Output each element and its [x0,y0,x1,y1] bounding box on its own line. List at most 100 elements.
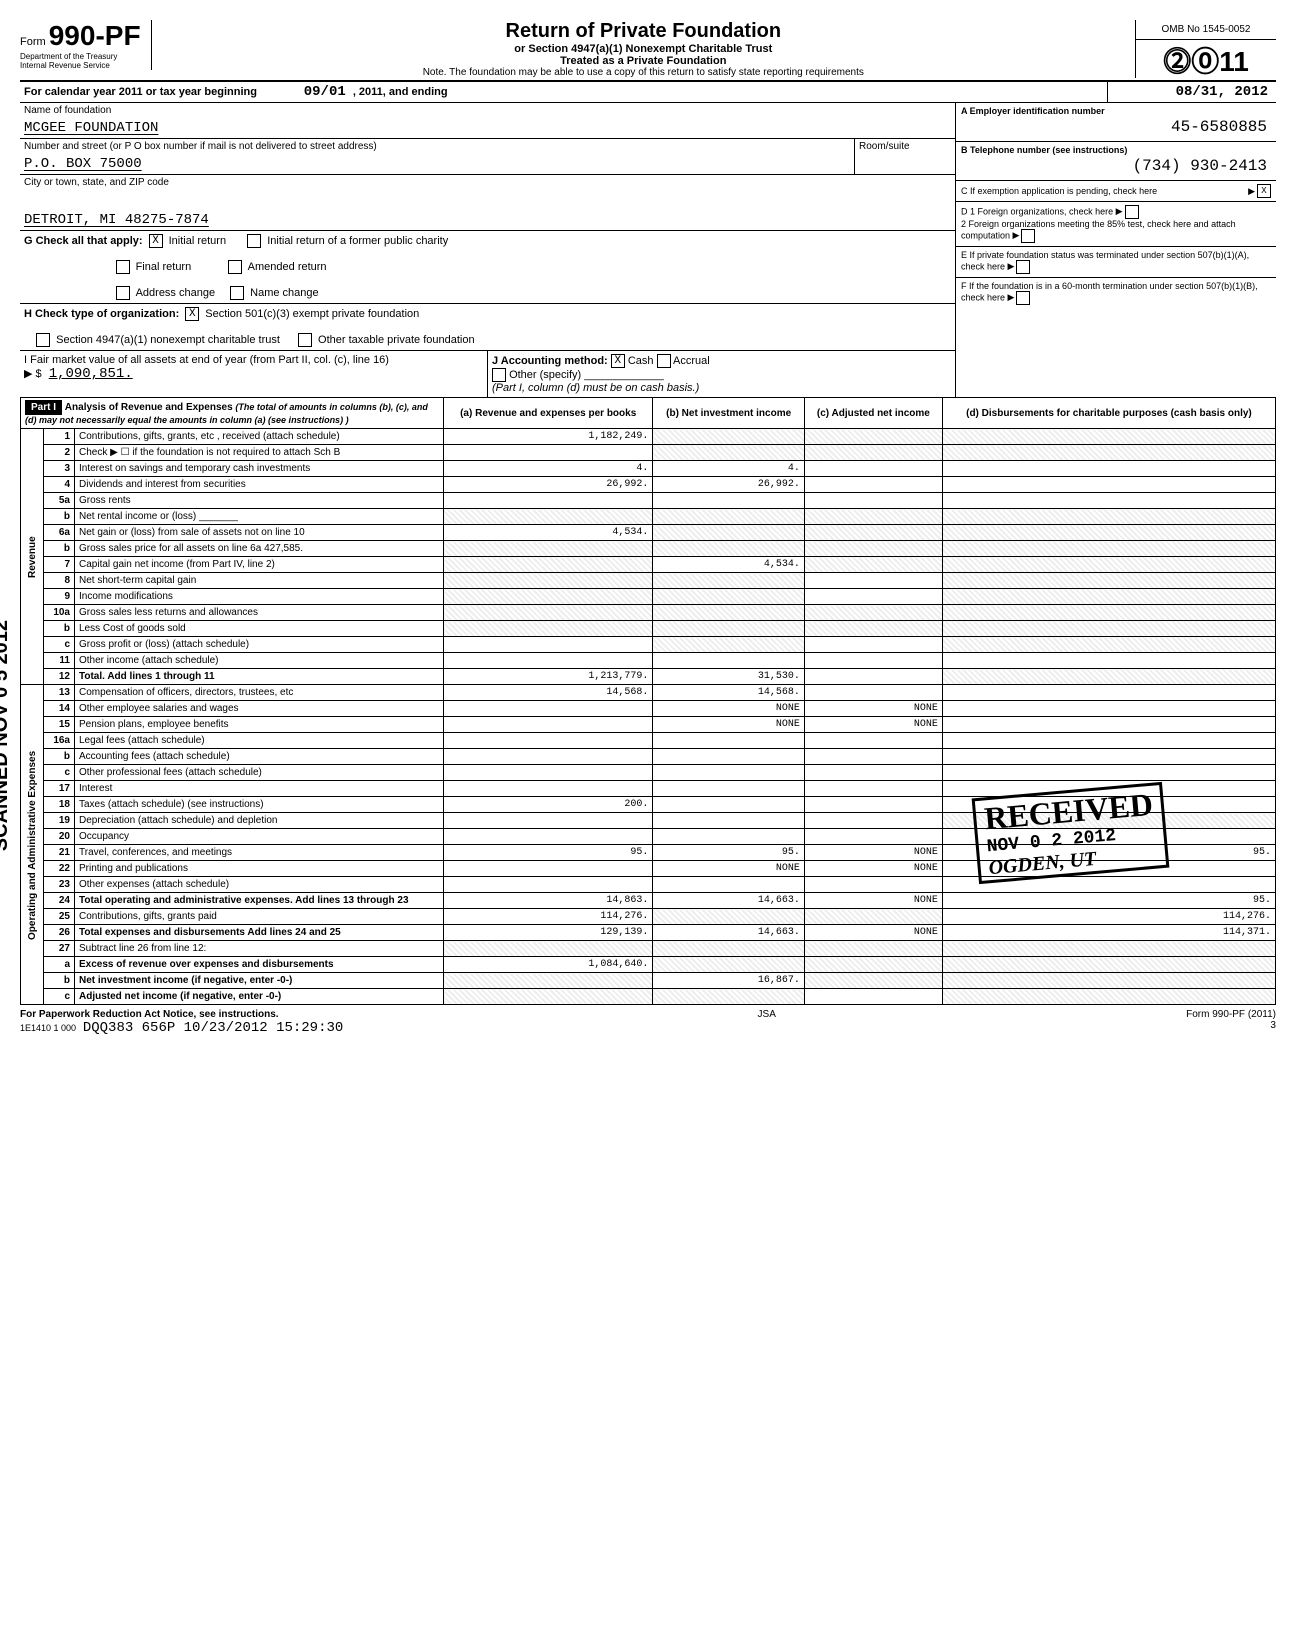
cell-d [942,717,1275,733]
d2-check[interactable] [1021,229,1035,243]
ij-row: I Fair market value of all assets at end… [20,351,955,397]
row-number: c [44,765,75,781]
cell-a: 95. [444,845,653,861]
c-check[interactable]: X [1257,184,1271,198]
cell-c [804,957,942,973]
row-desc: Net gain or (loss) from sale of assets n… [75,525,444,541]
table-row: 25Contributions, gifts, grants paid114,2… [21,909,1276,925]
form-prefix: Form [20,36,46,48]
f-check[interactable] [1016,291,1030,305]
h-opt2-check[interactable] [36,333,50,347]
e-check[interactable] [1016,260,1030,274]
row-desc: Printing and publications [75,861,444,877]
g-initial-former-check[interactable] [247,234,261,248]
row-number: 20 [44,829,75,845]
cell-c [804,797,942,813]
table-row: bNet investment income (if negative, ent… [21,973,1276,989]
cell-c [804,765,942,781]
g-name-check[interactable] [230,286,244,300]
g-address-check[interactable] [116,286,130,300]
cell-a [444,877,653,893]
cell-c [804,829,942,845]
d1-check[interactable] [1125,205,1139,219]
h-opt3: Other taxable private foundation [318,334,475,346]
row-number: 21 [44,845,75,861]
cell-d [942,653,1275,669]
row-desc: Other expenses (attach schedule) [75,877,444,893]
row-number: 14 [44,701,75,717]
row-desc: Income modifications [75,589,444,605]
cell-d [942,749,1275,765]
cell-a [444,781,653,797]
row-desc: Gross profit or (loss) (attach schedule) [75,637,444,653]
cell-a [444,541,653,557]
row-number: c [44,989,75,1005]
cell-a: 114,276. [444,909,653,925]
footer-jsa: JSA [758,1009,776,1036]
g-initial-check[interactable]: X [149,234,163,248]
cell-d [942,509,1275,525]
cell-b: 16,867. [653,973,805,989]
row-desc: Other employee salaries and wages [75,701,444,717]
row-number: 19 [44,813,75,829]
table-row: cAdjusted net income (if negative, enter… [21,989,1276,1005]
table-row: 3Interest on savings and temporary cash … [21,461,1276,477]
g-final-check[interactable] [116,260,130,274]
h-opt1-check[interactable]: X [185,307,199,321]
cell-b: 26,992. [653,477,805,493]
row-desc: Net investment income (if negative, ente… [75,973,444,989]
j-cash-check[interactable]: X [611,354,625,368]
table-row: 5aGross rents [21,493,1276,509]
part1-heading: Analysis of Revenue and Expenses [65,402,233,413]
cell-c: NONE [804,893,942,909]
row-number: 10a [44,605,75,621]
cell-a [444,573,653,589]
h-opt3-check[interactable] [298,333,312,347]
row-number: 8 [44,573,75,589]
cell-b [653,541,805,557]
row-desc: Travel, conferences, and meetings [75,845,444,861]
row-number: 7 [44,557,75,573]
col-a-head: (a) Revenue and expenses per books [444,398,653,429]
cell-c [804,589,942,605]
row-desc: Pension plans, employee benefits [75,717,444,733]
cell-c [804,909,942,925]
cell-d [942,685,1275,701]
calendar-row: For calendar year 2011 or tax year begin… [20,80,1276,103]
row-number: 25 [44,909,75,925]
i-value: 1,090,851. [45,364,137,384]
i-prefix: ▶ $ [24,368,42,380]
phone: (734) 930-2413 [961,155,1271,177]
cell-a [444,733,653,749]
cell-b: 31,530. [653,669,805,685]
cell-b [653,637,805,653]
cell-b [653,957,805,973]
cell-d [942,989,1275,1005]
cell-a [444,509,653,525]
cell-d: 114,276. [942,909,1275,925]
cell-b [653,509,805,525]
table-row: bNet rental income or (loss) _______ [21,509,1276,525]
cell-c [804,445,942,461]
cell-c [804,781,942,797]
row-desc: Adjusted net income (if negative, enter … [75,989,444,1005]
cell-c [804,477,942,493]
phone-label: B Telephone number (see instructions) [961,145,1127,155]
j-accrual-check[interactable] [657,354,671,368]
f-label: F If the foundation is in a 60-month ter… [961,281,1258,302]
cell-d [942,621,1275,637]
row-desc: Total expenses and disbursements Add lin… [75,925,444,941]
cell-a [444,861,653,877]
cell-a [444,493,653,509]
form-number-value: 990-PF [49,20,141,51]
cell-a [444,653,653,669]
row-desc: Total operating and administrative expen… [75,893,444,909]
row-number: 18 [44,797,75,813]
h-opt1: Section 501(c)(3) exempt private foundat… [205,308,419,320]
cell-d [942,733,1275,749]
room-label: Room/suite [855,139,955,154]
j-other-check[interactable] [492,368,506,382]
cell-b [653,765,805,781]
cell-d [942,637,1275,653]
g-amended-check[interactable] [228,260,242,274]
